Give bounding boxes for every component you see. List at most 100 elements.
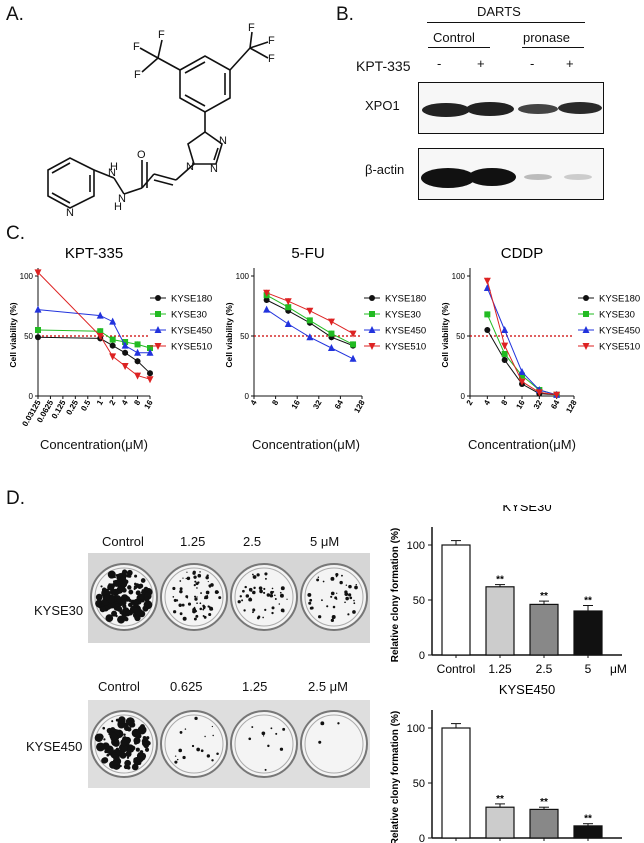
colony [211,725,214,728]
sign-1: - [437,56,442,71]
bar [485,586,515,656]
data-point [121,341,129,349]
data-point [134,348,142,356]
colony [105,745,114,754]
colony [146,736,150,740]
data-point [263,305,271,313]
plate-label-1-0: Control [102,534,144,549]
colony [269,593,274,598]
bar [441,727,471,839]
colony [133,605,137,609]
svg-text:H: H [110,161,118,173]
colony [186,571,188,573]
series-line-KYSE180 [37,336,151,374]
colony [326,605,329,608]
colony [172,586,176,591]
colony [135,590,141,596]
colony [253,586,256,590]
colony [186,576,191,581]
colony [282,727,286,731]
colony [252,611,254,614]
x-tick-label: 2 [107,398,117,407]
y-axis-label: Relative clony formation (%) [390,528,401,662]
colony [257,615,261,619]
colony [308,601,312,605]
colony [252,608,256,612]
y-tick-label: 0 [245,392,250,401]
panel-label-a: A. [6,4,24,25]
colony [317,576,320,578]
colony [345,596,349,601]
legend-label: KYSE450 [385,326,426,337]
colony [280,586,285,591]
colony [348,584,352,589]
bar-chart-title: KYSE30 [502,505,551,514]
colony [318,615,322,619]
legend-marker [369,295,375,301]
svg-text:N: N [118,193,126,205]
colony [144,596,150,602]
bar-chart-title: KYSE450 [499,682,555,697]
y-tick-label: 100 [236,272,250,281]
y-tick-label: 50 [240,332,249,341]
colony [172,596,175,598]
data-point [349,330,357,338]
x-tick-label: 4 [249,398,259,407]
legend-marker [583,311,589,317]
colony [113,754,120,761]
colony [352,610,356,614]
colony [134,574,138,578]
data-point [134,372,142,380]
colony [202,608,205,611]
colony [321,599,323,602]
colony [191,744,195,748]
plate-label-2-3: 2.5 μM [308,679,349,694]
control-bracket [428,47,490,48]
x-tick-label: 16 [290,398,303,411]
sign-3: - [530,56,535,71]
colony [248,737,252,741]
colony [242,589,245,593]
colony [322,580,325,583]
colony [182,577,184,579]
colony [113,579,121,587]
colony [117,585,121,590]
data-point [501,351,508,357]
significance-mark: ** [540,591,548,602]
colony [211,759,214,762]
colony [348,593,352,597]
x-tick-label: 2 [465,398,475,407]
colony [125,750,132,758]
legend-marker [582,343,590,350]
colony [121,587,127,593]
panel-label-c: C. [6,223,25,244]
plate-label-1-2: 2.5 [243,534,262,549]
colony [176,758,179,761]
x-tick-label: 1 [95,398,105,407]
xlabel-c2: Concentration(μM) [252,437,360,452]
colony [330,595,333,598]
colony [181,603,185,607]
colony [195,582,199,586]
data-point [328,330,335,337]
x-tick-label: 4 [120,398,130,407]
unit-label: μM [610,662,627,676]
colony [279,747,284,751]
colony [118,716,126,724]
data-point [121,363,129,370]
colony [197,573,202,578]
colony [137,725,147,735]
plate-rim [164,567,224,627]
colony [133,598,140,605]
y-tick-label: 50 [456,332,465,341]
significance-mark: ** [496,794,504,805]
culture-plate [300,710,368,778]
control-label: Control [433,30,475,45]
xlabel-c1: Concentration(μM) [40,437,148,452]
colony [119,764,122,768]
colony [335,598,338,600]
colony [126,756,130,759]
plate-label-2-1: 0.625 [170,679,203,694]
colony [271,611,274,615]
